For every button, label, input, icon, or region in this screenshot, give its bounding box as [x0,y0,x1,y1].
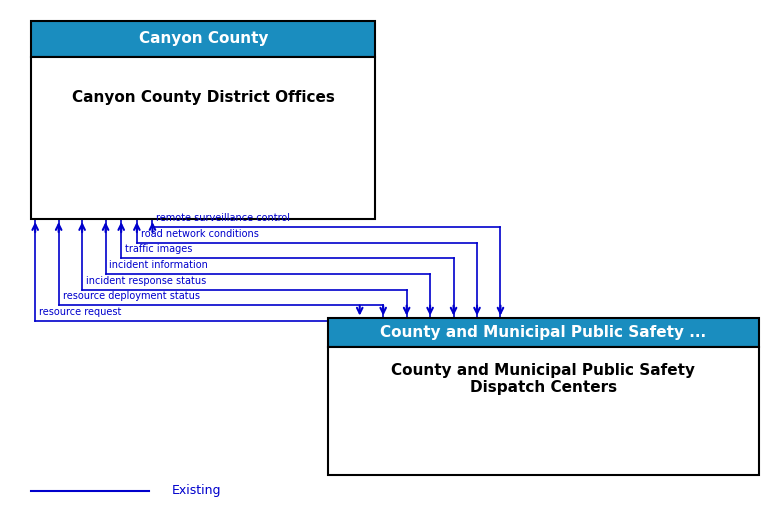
Text: resource deployment status: resource deployment status [63,291,199,301]
Text: remote surveillance control: remote surveillance control [156,213,290,223]
Text: resource request: resource request [39,307,121,317]
FancyBboxPatch shape [328,318,759,347]
Text: County and Municipal Public Safety ...: County and Municipal Public Safety ... [380,325,707,340]
Text: traffic images: traffic images [125,244,192,254]
Text: Existing: Existing [172,484,221,497]
Text: Canyon County District Offices: Canyon County District Offices [72,90,335,105]
Text: County and Municipal Public Safety
Dispatch Centers: County and Municipal Public Safety Dispa… [392,362,695,395]
FancyBboxPatch shape [31,56,375,219]
FancyBboxPatch shape [31,21,375,56]
Text: Canyon County: Canyon County [138,31,268,46]
Text: road network conditions: road network conditions [141,229,259,239]
Text: incident information: incident information [109,260,208,270]
Text: incident response status: incident response status [86,276,206,286]
FancyBboxPatch shape [328,347,759,475]
